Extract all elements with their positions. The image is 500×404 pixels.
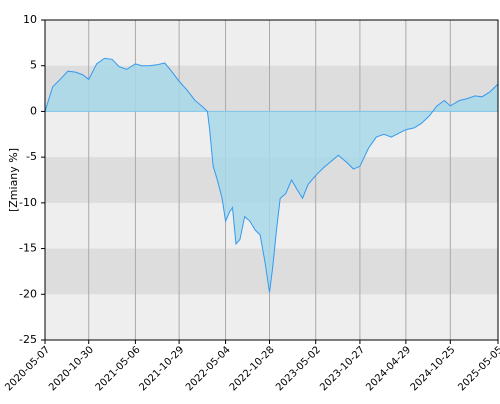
y-tick-label: -15 — [19, 242, 37, 255]
x-tick-label: 2023-05-02 — [274, 344, 323, 393]
y-tick-label: -10 — [19, 196, 37, 209]
x-tick-label: 2021-10-29 — [137, 344, 186, 393]
y-tick-label: 5 — [30, 59, 37, 72]
y-tick-label: -5 — [26, 150, 37, 163]
x-tick-label: 2020-05-07 — [3, 344, 52, 393]
y-axis-label: [Zmiany %] — [7, 148, 20, 212]
x-tick-label: 2024-04-29 — [364, 344, 413, 393]
x-tick-label: 2022-10-28 — [228, 344, 277, 393]
plot-border — [44, 19, 499, 341]
y-tick-label: 0 — [30, 104, 37, 117]
y-tick-label: -25 — [19, 333, 37, 346]
x-tick-label: 2024-10-25 — [409, 344, 458, 393]
x-tick-label: 2022-05-04 — [184, 344, 233, 393]
x-tick-label: 2025-05-05 — [456, 344, 500, 393]
y-tick-label: 10 — [23, 13, 37, 26]
area — [45, 58, 498, 293]
y-tick-label: -20 — [19, 287, 37, 300]
x-tick-label: 2020-10-30 — [47, 344, 96, 393]
line — [44, 57, 499, 293]
x-tick-label: 2021-05-06 — [94, 344, 143, 393]
x-tick-label: 2023-10-27 — [318, 344, 367, 393]
